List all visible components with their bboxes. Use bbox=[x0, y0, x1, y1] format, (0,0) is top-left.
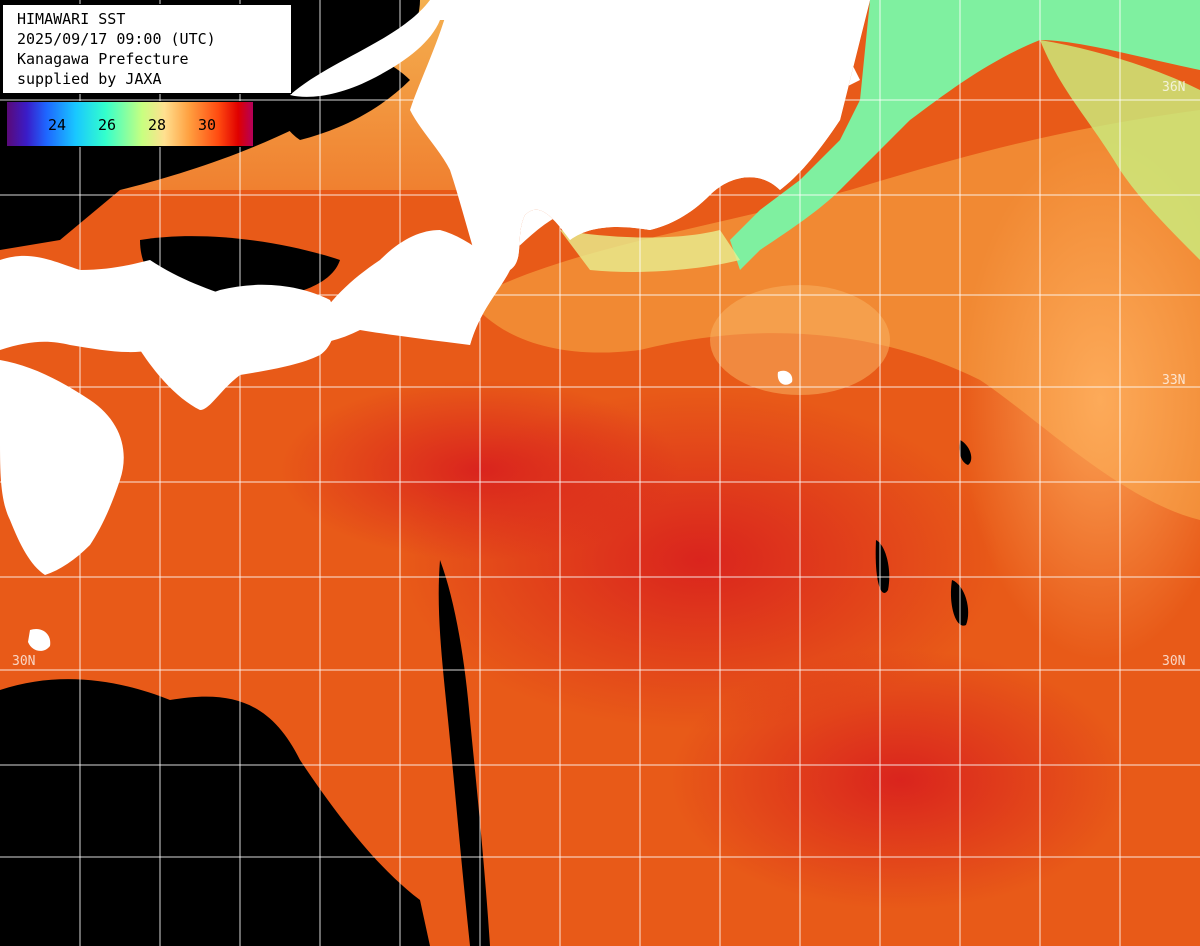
title-line-3: Kanagawa Prefecture bbox=[17, 50, 189, 68]
colorbar-tick-28: 28 bbox=[147, 116, 167, 134]
lat-label-36n: 36N bbox=[1162, 80, 1186, 95]
east-light-band bbox=[960, 140, 1200, 660]
colorbar-tick-30: 30 bbox=[197, 116, 217, 134]
lat-label-33n-right: 33N bbox=[1162, 373, 1186, 388]
title-line-1: HIMAWARI SST bbox=[17, 10, 126, 28]
colorbar-legend: 24 26 28 30 bbox=[6, 101, 254, 147]
coastal-cool-strip-3 bbox=[560, 230, 740, 272]
title-line-2: 2025/09/17 09:00 (UTC) bbox=[17, 30, 216, 48]
no-data-patch-3 bbox=[959, 440, 972, 465]
warm-core-2 bbox=[670, 650, 1130, 910]
lat-label-33n-left: 33N bbox=[12, 373, 36, 388]
lat-label-30n-right: 30N bbox=[1162, 654, 1186, 669]
land-kyushu bbox=[0, 360, 124, 575]
land-shikoku bbox=[140, 284, 336, 410]
no-data-patch-1 bbox=[875, 540, 890, 593]
lat-label-30n-left: 30N bbox=[12, 654, 36, 669]
land-island-2 bbox=[777, 370, 793, 385]
colorbar-tick-26: 26 bbox=[97, 116, 117, 134]
no-data-bottom-left bbox=[0, 679, 430, 946]
colorbar-tick-24: 24 bbox=[47, 116, 67, 134]
land-small-island bbox=[28, 628, 51, 651]
no-data-streak bbox=[438, 560, 490, 946]
title-line-4: supplied by JAXA bbox=[17, 70, 162, 88]
coastal-cool-strip bbox=[730, 0, 1200, 270]
title-box: HIMAWARI SST 2025/09/17 09:00 (UTC) Kana… bbox=[2, 4, 292, 94]
